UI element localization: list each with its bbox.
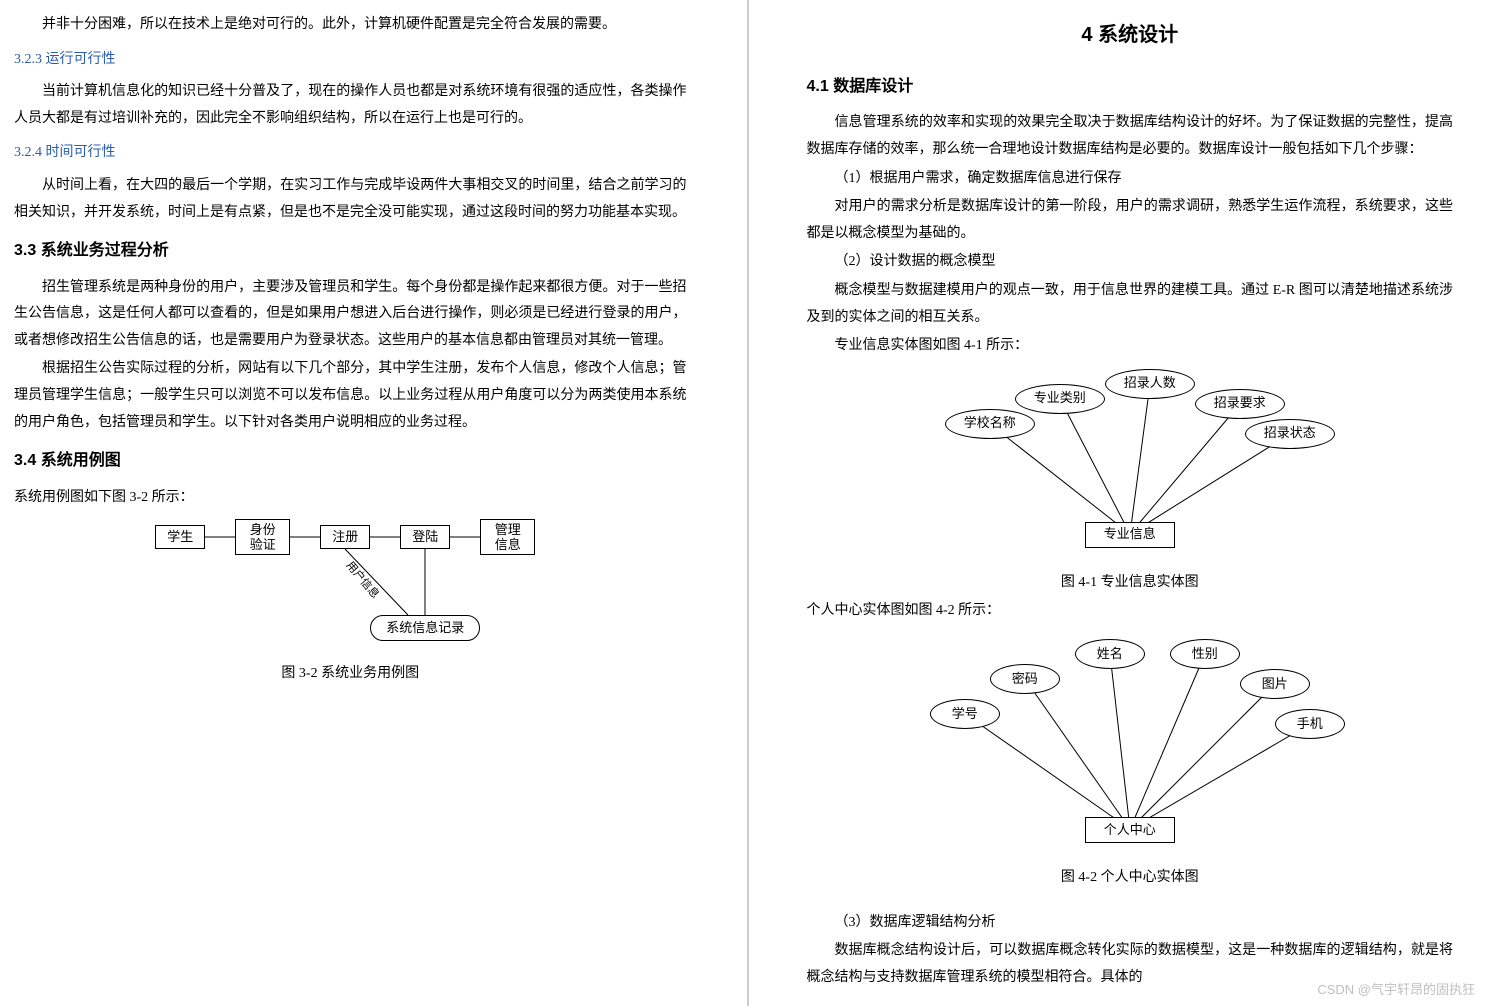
para-4-1c: 概念模型与数据建模用户的观点一致，用于信息世界的建模工具。通过 E-R 图可以清…	[807, 278, 1454, 331]
er-diagram-1: 学校名称 专业类别 招录人数 招录要求 招录状态 专业信息	[890, 364, 1370, 564]
er2-center: 个人中心	[1085, 817, 1175, 843]
para-4-1a: 信息管理系统的效率和实现的效果完全取决于数据库结构设计的好坏。为了保证数据的完整…	[807, 110, 1454, 163]
step-2: （2）设计数据的概念模型	[807, 249, 1454, 276]
para-3-4: 系统用例图如下图 3-2 所示：	[14, 485, 687, 512]
er2-attr-2: 姓名	[1075, 639, 1145, 669]
heading-4-1: 4.1 数据库设计	[807, 72, 1454, 102]
er1-intro: 专业信息实体图如图 4-1 所示：	[807, 333, 1454, 360]
er-diagram-2: 学号 密码 姓名 性别 图片 手机 个人中心	[880, 629, 1380, 859]
caption-3-2: 图 3-2 系统业务用例图	[14, 661, 687, 688]
heading-3-4: 3.4 系统用例图	[14, 446, 687, 476]
para-3-2-4: 从时间上看，在大四的最后一个学期，在实习工作与完成毕设两件大事相交叉的时间里，结…	[14, 173, 687, 226]
er2-intro: 个人中心实体图如图 4-2 所示：	[807, 598, 1454, 625]
step-3: （3）数据库逻辑结构分析	[807, 910, 1454, 937]
er1-attr-0: 学校名称	[945, 409, 1035, 439]
er1-attr-3: 招录要求	[1195, 389, 1285, 419]
page-right: 4 系统设计 4.1 数据库设计 信息管理系统的效率和实现的效果完全取决于数据库…	[747, 0, 1493, 1006]
er1-center: 专业信息	[1085, 522, 1175, 548]
caption-4-1: 图 4-1 专业信息实体图	[807, 570, 1454, 597]
caption-4-2: 图 4-2 个人中心实体图	[807, 865, 1454, 892]
step-1: （1）根据用户需求，确定数据库信息进行保存	[807, 166, 1454, 193]
er2-attr-0: 学号	[930, 699, 1000, 729]
edge-label-userinfo: 用户信息	[340, 557, 384, 604]
heading-3-2-3: 3.2.3 运行可行性	[14, 47, 687, 74]
heading-3-3: 3.3 系统业务过程分析	[14, 236, 687, 266]
heading-3-2-4: 3.2.4 时间可行性	[14, 140, 687, 167]
node-student: 学生	[155, 525, 205, 549]
watermark: CSDN @气宇轩昂的固执狂	[1317, 979, 1475, 998]
er2-attr-1: 密码	[990, 664, 1060, 694]
er2-attr-4: 图片	[1240, 669, 1310, 699]
er2-attr-5: 手机	[1275, 709, 1345, 739]
node-login: 登陆	[400, 525, 450, 549]
node-manage: 管理 信息	[480, 519, 535, 555]
para-3-2-3: 当前计算机信息化的知识已经十分普及了，现在的操作人员也都是对系统环境有很强的适应…	[14, 79, 687, 132]
er1-attr-4: 招录状态	[1245, 419, 1335, 449]
node-record: 系统信息记录	[370, 615, 480, 641]
usecase-diagram: 学生 身份 验证 注册 登陆 管理 信息 系统信息记录 用户信息	[140, 515, 560, 655]
er1-attr-2: 招录人数	[1105, 369, 1195, 399]
er1-attr-1: 专业类别	[1015, 384, 1105, 414]
intro-paragraph: 并非十分困难，所以在技术上是绝对可行的。此外，计算机硬件配置是完全符合发展的需要…	[14, 12, 687, 39]
node-auth: 身份 验证	[235, 519, 290, 555]
heading-chapter-4: 4 系统设计	[807, 16, 1454, 54]
page-left: 并非十分困难，所以在技术上是绝对可行的。此外，计算机硬件配置是完全符合发展的需要…	[0, 0, 747, 1006]
para-3-3b: 根据招生公告实际过程的分析，网站有以下几个部分，其中学生注册，发布个人信息，修改…	[14, 356, 687, 436]
para-4-1b: 对用户的需求分析是数据库设计的第一阶段，用户的需求调研，熟悉学生运作流程，系统要…	[807, 194, 1454, 247]
para-3-3a: 招生管理系统是两种身份的用户，主要涉及管理员和学生。每个身份都是操作起来都很方便…	[14, 275, 687, 355]
node-register: 注册	[320, 525, 370, 549]
er2-attr-3: 性别	[1170, 639, 1240, 669]
